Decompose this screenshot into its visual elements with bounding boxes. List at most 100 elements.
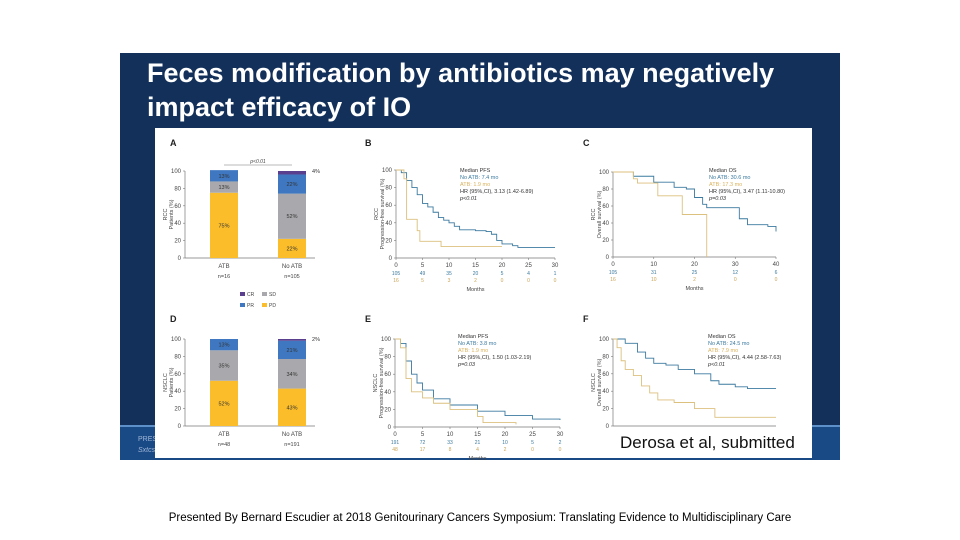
x-tick-label: 5 (421, 263, 425, 269)
at-risk-no-atb: 105 (392, 271, 401, 277)
km-curve-no-atb (613, 338, 776, 390)
category-label: No ATB (282, 264, 302, 270)
y-tick-label: 20 (384, 407, 391, 413)
at-risk-no-atb: 25 (692, 270, 698, 276)
bar-segment-pd (210, 380, 238, 426)
at-risk-atb: 0 (554, 278, 557, 284)
at-risk-no-atb: 10 (502, 440, 508, 446)
y-axis-label: NSCLC (591, 373, 597, 392)
legend-line: Median PFS (458, 334, 489, 340)
x-tick-label: 20 (691, 262, 698, 268)
bar-data-label: 35% (218, 364, 229, 370)
legend-label: SD (269, 292, 276, 298)
bar-segment-pd (210, 192, 238, 258)
y-tick-label: 20 (385, 238, 392, 244)
km-curve-atb (395, 338, 517, 425)
legend-line: Median OS (709, 168, 737, 174)
legend-line: Median OS (708, 334, 736, 340)
y-tick-label: 0 (178, 424, 182, 430)
legend-line: ATB: 1.9 mo (460, 182, 490, 188)
y-tick-label: 40 (174, 221, 181, 227)
bar-segment-cr (278, 339, 306, 341)
slide-title: Feces modification by antibiotics may ne… (147, 58, 775, 122)
legend-label: PR (247, 303, 254, 309)
y-tick-label: 0 (606, 255, 610, 261)
at-risk-atb: 0 (531, 447, 534, 453)
bar-data-label: 43% (286, 405, 297, 411)
y-axis-label: Progression-free survival (%) (380, 178, 386, 249)
bar-segment-pr (210, 170, 238, 182)
y-tick-label: 20 (174, 239, 181, 245)
p-value: p<0.01 (249, 159, 266, 165)
legend-line: HR (95%,CI), 3.13 (1.42-6.89) (460, 189, 534, 195)
at-risk-no-atb: 1 (554, 271, 557, 277)
category-n-label: n=105 (284, 274, 299, 280)
legend-swatch-pr (240, 303, 245, 307)
partial-footer-text: PRESE (138, 436, 162, 443)
x-tick-label: 30 (552, 263, 559, 269)
at-risk-atb: 17 (420, 447, 426, 453)
category-n-label: n=16 (218, 274, 230, 280)
y-tick-label: 80 (384, 355, 391, 361)
at-risk-atb: 0 (734, 277, 737, 283)
legend-line: p=0.03 (708, 196, 727, 202)
at-risk-no-atb: 6 (775, 270, 778, 276)
y-tick-label: 0 (606, 424, 610, 430)
y-axis-label: Patients (%) (169, 367, 175, 397)
citation: Derosa et al, submitted (620, 433, 795, 452)
bar-data-label: 2% (312, 337, 320, 343)
at-risk-atb: 10 (651, 277, 657, 283)
category-n-label: n=48 (218, 442, 230, 448)
panel-label: C (583, 138, 590, 148)
x-axis-label: Months (468, 456, 486, 462)
legend-swatch-cr (240, 292, 245, 296)
legend-line: HR (95%,CI), 1.50 (1.03-2.19) (458, 355, 532, 361)
category-label: ATB (218, 432, 229, 438)
y-tick-label: 60 (602, 204, 609, 210)
at-risk-no-atb: 72 (420, 440, 426, 446)
bar-segment-sd (210, 350, 238, 381)
at-risk-no-atb: 49 (420, 271, 426, 277)
y-tick-label: 60 (174, 204, 181, 210)
bar-data-label: 22% (286, 246, 297, 252)
at-risk-no-atb: 12 (732, 270, 738, 276)
bar-segment-pd (278, 388, 306, 426)
legend-swatch-pd (262, 303, 267, 307)
y-tick-label: 100 (381, 337, 392, 343)
bar-data-label: 22% (286, 182, 297, 188)
presenter-caption: Presented By Bernard Escudier at 2018 Ge… (168, 512, 792, 524)
bar-segment-cr (278, 171, 306, 175)
at-risk-no-atb: 20 (473, 271, 479, 277)
at-risk-no-atb: 5 (531, 440, 534, 446)
legend-line: HR (95%,CI), 4.44 (2.58-7.63) (708, 355, 782, 361)
at-risk-atb: 5 (421, 278, 424, 284)
at-risk-atb: 0 (527, 278, 530, 284)
panel-label: E (365, 314, 371, 324)
x-tick-label: 20 (499, 263, 506, 269)
panel-label: D (170, 314, 177, 324)
bar-segment-pr (210, 339, 238, 351)
x-tick-label: 5 (421, 432, 425, 438)
legend-line: Median PFS (460, 168, 491, 174)
bar-segment-sd (210, 181, 238, 193)
y-tick-label: 60 (385, 203, 392, 209)
at-risk-no-atb: 31 (651, 270, 657, 276)
legend-line: No ATB: 3.8 mo (458, 341, 496, 347)
y-tick-label: 60 (384, 372, 391, 378)
partial-footer-text: Sxtcs (138, 447, 156, 454)
x-tick-label: 25 (529, 432, 536, 438)
bar-data-label: 52% (286, 214, 297, 220)
at-risk-no-atb: 5 (501, 271, 504, 277)
x-tick-label: 10 (447, 432, 454, 438)
legend-line: No ATB: 7.4 mo (460, 175, 498, 181)
y-tick-label: 40 (384, 390, 391, 396)
y-tick-label: 40 (385, 221, 392, 227)
at-risk-no-atb: 4 (527, 271, 530, 277)
bar-data-label: 4% (312, 169, 320, 175)
y-tick-label: 0 (389, 256, 393, 262)
y-tick-label: 0 (178, 256, 182, 262)
x-tick-label: 30 (732, 262, 739, 268)
legend-line: ATB: 7.9 mo (708, 348, 738, 354)
y-axis-label: Overall survival (%) (597, 359, 603, 407)
